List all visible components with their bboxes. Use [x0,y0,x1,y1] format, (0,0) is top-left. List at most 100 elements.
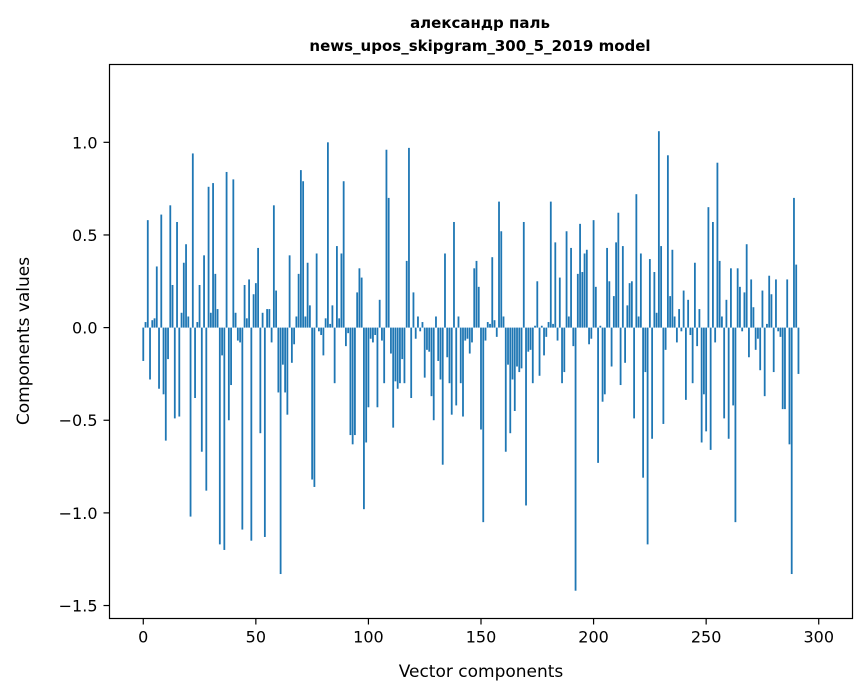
bar-component-76 [313,327,316,487]
bar-component-52 [259,327,262,434]
bar-component-41 [234,312,237,328]
bar-component-147 [473,268,476,328]
bar-component-98 [363,327,365,510]
bar-component-39 [230,327,232,386]
y-tick-label: −1.0 [59,504,98,523]
bar-component-186 [561,327,563,384]
bar-component-28 [205,327,208,491]
bar-component-80 [322,327,325,356]
bar-component-288 [790,327,793,575]
bar-component-92 [349,327,352,436]
bar-component-156 [493,320,496,328]
bar-component-210 [615,242,617,328]
bar-component-146 [471,327,473,343]
bar-component-206 [606,247,608,328]
bar-component-264 [736,268,739,328]
x-tick-label: 100 [353,628,384,647]
bar-component-121 [414,327,417,339]
bar-component-10 [164,327,167,441]
chart-subtitle: news_upos_skipgram_300_5_2019 model [309,37,650,55]
bar-component-123 [419,327,422,332]
bar-component-77 [315,253,318,328]
bar-component-278 [768,275,771,328]
bar-component-74 [308,305,311,328]
bar-component-154 [489,323,491,328]
bar-component-144 [466,327,469,339]
bar-component-221 [639,253,642,328]
bar-component-20 [187,316,190,328]
bar-component-122 [417,316,419,328]
bar-component-258 [723,327,726,419]
bar-component-196 [583,253,586,328]
bar-component-75 [311,327,314,480]
bar-component-21 [189,327,192,517]
bar-component-125 [423,327,426,378]
bar-component-155 [491,257,494,328]
bar-component-11 [167,327,169,360]
bar-component-128 [430,327,433,397]
bar-component-129 [432,327,435,421]
bar-component-142 [462,327,464,417]
bar-component-226 [651,327,654,439]
bar-component-188 [565,231,568,328]
bar-component-60 [277,327,280,393]
bar-component-18 [182,262,185,328]
bar-component-23 [194,327,196,399]
bar-component-37 [225,171,228,328]
bar-component-111 [392,327,395,428]
bar-component-16 [178,327,181,417]
bar-component-233 [666,155,669,328]
bar-component-231 [662,327,665,424]
bar-component-157 [495,327,498,337]
bar-component-150 [480,327,482,430]
bar-component-43 [239,327,241,343]
bar-component-113 [396,327,399,389]
bar-component-26 [200,327,203,452]
bar-component-57 [270,327,273,343]
bar-component-212 [619,327,622,386]
bar-component-286 [786,279,789,328]
bar-component-40 [232,179,235,328]
bar-component-50 [254,283,257,328]
bar-component-132 [439,327,442,380]
bar-component-34 [218,327,221,545]
bar-component-276 [763,327,766,397]
bar-component-183 [554,242,557,328]
x-tick-label: 50 [246,628,266,647]
bar-component-191 [572,327,575,347]
bar-component-170 [525,327,527,506]
bar-component-195 [581,272,584,328]
bar-component-116 [403,327,406,384]
x-axis-ticks: 0 50 100 150 200 250 300 [138,618,834,647]
bar-component-115 [401,327,404,360]
y-axis-label: Components values [14,257,34,425]
bar-component-283 [779,327,782,337]
bar-component-110 [390,327,392,354]
bar-component-161 [504,327,507,452]
bar-component-12 [169,205,172,328]
bar-component-285 [784,327,786,410]
bar-component-79 [320,327,323,336]
bar-component-216 [628,283,631,328]
bar-component-182 [552,323,554,328]
bar-component-197 [585,249,588,328]
bar-component-204 [601,327,604,402]
y-axis-ticks: −1.5 −1.0 −0.5 0.0 0.5 1.0 [59,133,110,616]
bar-component-248 [700,327,703,443]
bar-component-24 [196,322,199,328]
bar-component-215 [626,305,629,328]
bar-component-15 [176,221,178,328]
bar-component-136 [448,327,451,384]
bar-component-112 [394,327,397,382]
bar-component-97 [360,277,363,328]
bar-component-267 [743,292,746,328]
bar-component-151 [482,327,485,523]
bar-component-71 [302,181,305,328]
bar-component-6 [155,266,158,328]
bar-component-103 [374,327,377,336]
y-tick-label: −0.5 [59,411,98,430]
bar-component-73 [306,262,309,328]
bar-component-275 [761,290,764,328]
bar-component-83 [329,323,332,328]
